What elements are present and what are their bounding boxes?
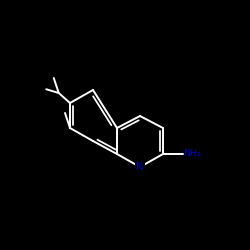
Text: NH₂: NH₂	[184, 150, 202, 158]
Text: N: N	[136, 162, 144, 172]
